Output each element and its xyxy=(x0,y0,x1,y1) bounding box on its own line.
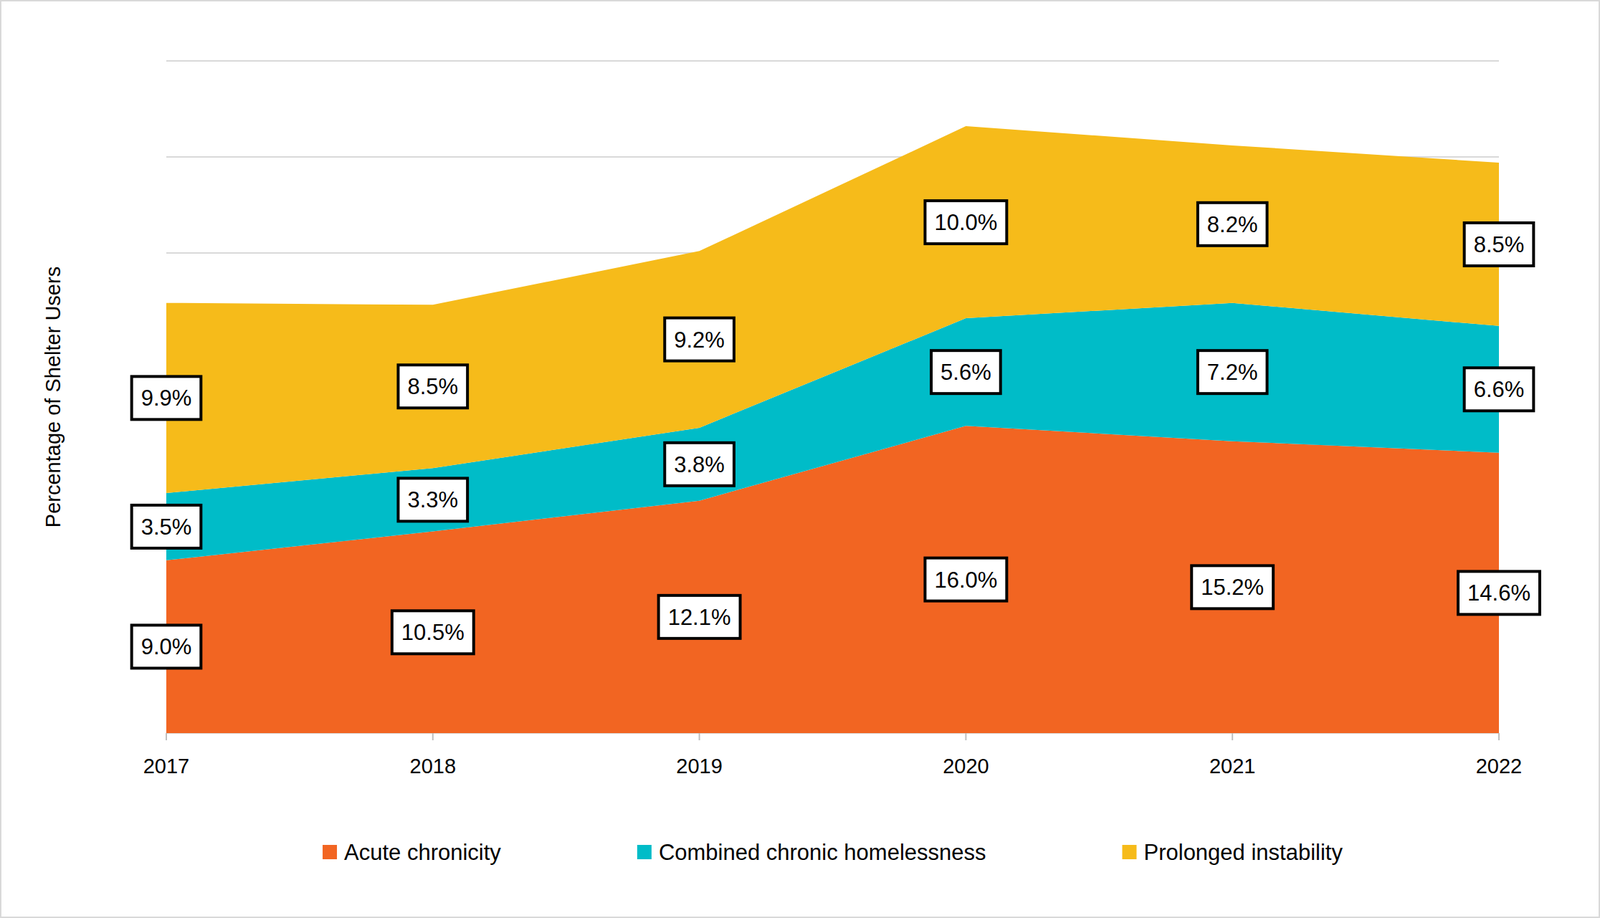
legend-item: Combined chronic homelessness xyxy=(637,840,987,866)
data-label-box xyxy=(924,558,1007,602)
data-label-text: 3.8% xyxy=(673,452,725,478)
legend-label: Prolonged instability xyxy=(1144,840,1344,866)
data-label-text: 10.0% xyxy=(934,210,998,236)
data-label-text: 8.5% xyxy=(1473,232,1525,258)
data-label: 9.9% xyxy=(131,376,202,420)
data-label-box xyxy=(1458,571,1540,615)
data-label-box xyxy=(392,610,474,654)
data-label: 10.5% xyxy=(392,610,474,654)
data-label: 6.6% xyxy=(1464,367,1535,411)
x-tick-label: 2018 xyxy=(410,754,457,778)
data-label-text: 9.9% xyxy=(141,385,193,411)
data-label: 15.2% xyxy=(1191,565,1274,609)
data-label-text: 5.6% xyxy=(940,359,992,385)
data-label-box xyxy=(397,478,468,522)
x-tick xyxy=(432,733,434,741)
x-tick-label: 2020 xyxy=(942,754,990,778)
data-label-text: 6.6% xyxy=(1473,377,1525,403)
area xyxy=(166,126,1499,494)
x-tick xyxy=(698,733,701,741)
data-label-box xyxy=(131,505,202,549)
x-tick-label: 2022 xyxy=(1475,754,1523,778)
legend-label: Acute chronicity xyxy=(344,840,502,866)
legend-item: Prolonged instability xyxy=(1122,840,1344,866)
data-label: 8.2% xyxy=(1197,202,1268,246)
data-label-box xyxy=(924,200,1007,244)
x-tick xyxy=(964,733,967,741)
y-axis-label: Percentage of Shelter Users xyxy=(41,266,65,528)
data-label-text: 10.5% xyxy=(401,620,465,646)
data-label-text: 3.3% xyxy=(407,487,459,513)
data-label-text: 8.2% xyxy=(1207,212,1259,238)
data-label-box xyxy=(1464,222,1535,266)
legend-swatch xyxy=(637,845,652,860)
data-label-box xyxy=(397,364,468,408)
data-label: 3.5% xyxy=(131,505,202,549)
legend-swatch xyxy=(1122,845,1137,860)
x-tick xyxy=(1498,733,1500,741)
data-label-text: 14.6% xyxy=(1467,580,1531,606)
legend: Acute chronicity Combined chronic homeles… xyxy=(322,840,1343,866)
data-label-box xyxy=(664,443,735,487)
data-label: 8.5% xyxy=(397,364,468,408)
data-label: 14.6% xyxy=(1458,571,1540,615)
chart: 2017 2018 2019 2020 2021 2022 Percentage of Sh… xyxy=(0,0,1600,918)
data-label: 16.0% xyxy=(924,558,1007,602)
data-label: 8.5% xyxy=(1464,222,1535,266)
legend-swatch xyxy=(322,845,337,860)
data-label-text: 7.2% xyxy=(1207,359,1259,385)
data-label-box xyxy=(131,376,202,420)
data-label-box xyxy=(658,595,741,639)
data-label: 5.6% xyxy=(931,350,1001,394)
plot-area xyxy=(166,126,1499,734)
legend-label: Combined chronic homelessness xyxy=(658,840,987,866)
data-label-text: 16.0% xyxy=(934,567,998,593)
x-tick-label: 2021 xyxy=(1209,754,1256,778)
data-label-text: 9.0% xyxy=(141,634,193,660)
data-label-box xyxy=(1197,350,1268,394)
x-tick xyxy=(1231,733,1233,741)
data-label-box xyxy=(664,318,735,362)
data-label: 3.3% xyxy=(397,478,468,522)
legend-item: Acute chronicity xyxy=(322,840,502,866)
data-label: 7.2% xyxy=(1197,350,1268,394)
x-tick xyxy=(165,733,168,741)
background xyxy=(0,0,1600,918)
data-label-text: 12.1% xyxy=(668,605,732,631)
chart-border xyxy=(0,0,1600,918)
data-label-text: 15.2% xyxy=(1200,574,1264,600)
data-label-text: 9.2% xyxy=(673,327,725,353)
data-label-box xyxy=(131,625,202,669)
data-label: 12.1% xyxy=(658,595,741,639)
data-label: 3.8% xyxy=(664,443,735,487)
data-label: 10.0% xyxy=(924,200,1007,244)
data-label: 9.2% xyxy=(664,318,735,362)
data-label-text: 3.5% xyxy=(141,514,193,540)
x-tick-label: 2019 xyxy=(675,754,723,778)
data-label-box xyxy=(1197,202,1268,246)
data-label-box xyxy=(1191,565,1274,609)
data-label-box xyxy=(1464,367,1535,411)
data-label-text: 8.5% xyxy=(407,374,459,400)
grid-line xyxy=(166,60,1499,62)
data-label-box xyxy=(931,350,1001,394)
data-label: 9.0% xyxy=(131,625,202,669)
x-tick-label: 2017 xyxy=(143,754,190,778)
